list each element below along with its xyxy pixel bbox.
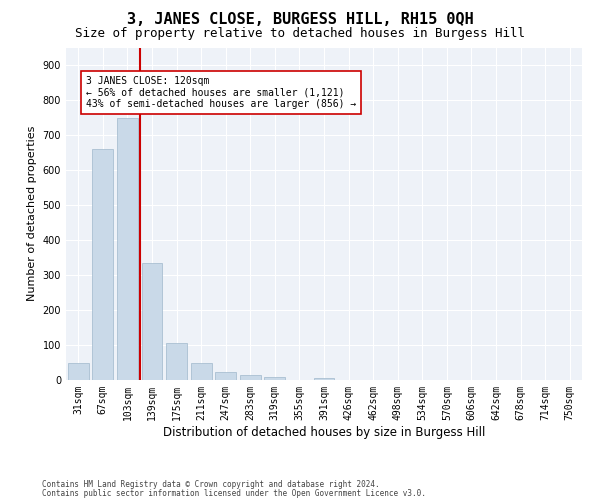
- Bar: [92, 149, 113, 380]
- Text: Contains public sector information licensed under the Open Government Licence v3: Contains public sector information licen…: [42, 488, 426, 498]
- Bar: [314, 378, 334, 380]
- Text: Size of property relative to detached houses in Burgess Hill: Size of property relative to detached ho…: [75, 28, 525, 40]
- Bar: [240, 375, 261, 380]
- Bar: [117, 118, 138, 380]
- Text: 3 JANES CLOSE: 120sqm
← 56% of detached houses are smaller (1,121)
43% of semi-d: 3 JANES CLOSE: 120sqm ← 56% of detached …: [86, 76, 356, 108]
- Bar: [166, 343, 187, 380]
- X-axis label: Distribution of detached houses by size in Burgess Hill: Distribution of detached houses by size …: [163, 426, 485, 438]
- Bar: [191, 363, 212, 380]
- Bar: [68, 363, 89, 380]
- Y-axis label: Number of detached properties: Number of detached properties: [27, 126, 37, 302]
- Bar: [215, 372, 236, 380]
- Text: Contains HM Land Registry data © Crown copyright and database right 2024.: Contains HM Land Registry data © Crown c…: [42, 480, 380, 489]
- Bar: [142, 263, 163, 380]
- Text: 3, JANES CLOSE, BURGESS HILL, RH15 0QH: 3, JANES CLOSE, BURGESS HILL, RH15 0QH: [127, 12, 473, 28]
- Bar: [265, 376, 286, 380]
